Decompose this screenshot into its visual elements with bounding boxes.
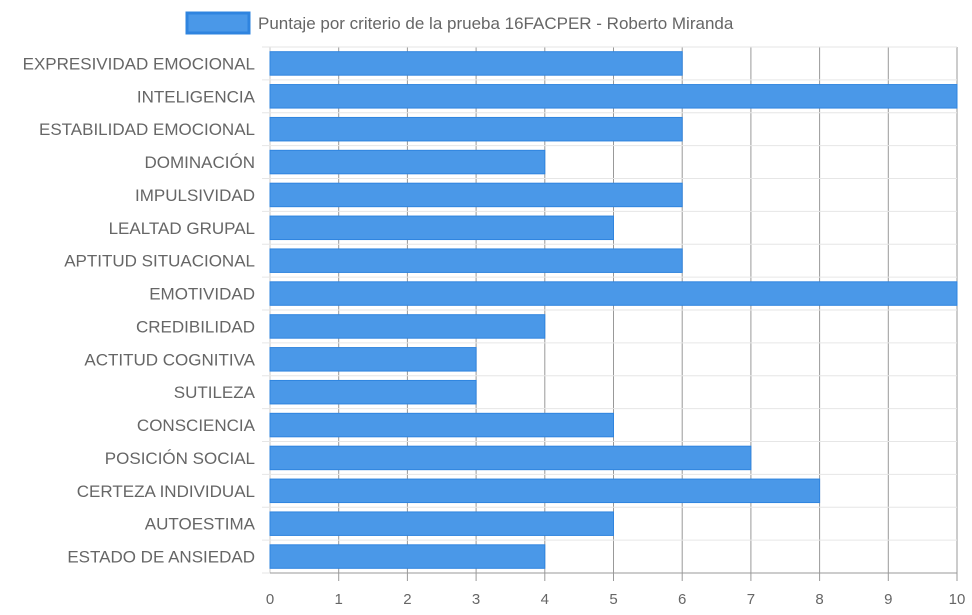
bars xyxy=(269,51,958,569)
category-label: CERTEZA INDIVIDUAL xyxy=(77,482,255,501)
category-label: LEALTAD GRUPAL xyxy=(109,219,255,238)
category-label: AUTOESTIMA xyxy=(145,515,256,534)
legend-swatch xyxy=(185,11,251,35)
bar xyxy=(269,51,683,76)
category-label: EMOTIVIDAD xyxy=(149,285,255,304)
x-tick-label: 1 xyxy=(335,591,343,608)
bar xyxy=(269,281,958,306)
bar xyxy=(269,182,683,208)
bar xyxy=(269,445,752,471)
category-labels: EXPRESIVIDAD EMOCIONAL INTELIGENCIA ESTABI… xyxy=(23,54,256,566)
bar xyxy=(269,412,614,438)
category-label: INTELIGENCIA xyxy=(137,87,256,106)
x-tick-label: 6 xyxy=(678,591,686,608)
category-label: ESTABILIDAD EMOCIONAL xyxy=(39,120,255,139)
x-tick-label: 4 xyxy=(541,591,549,608)
category-label: CONSCIENCIA xyxy=(137,416,256,435)
category-label: ESTADO DE ANSIEDAD xyxy=(67,548,255,567)
x-tick-label: 5 xyxy=(609,591,617,608)
bar xyxy=(269,314,546,339)
bar xyxy=(269,248,683,273)
category-label: ACTITUD COGNITIVA xyxy=(84,350,255,369)
x-tick-label: 7 xyxy=(747,591,755,608)
category-label: APTITUD SITUACIONAL xyxy=(64,252,255,271)
x-tick-label: 3 xyxy=(472,591,480,608)
category-label: DOMINACIÓN xyxy=(145,153,256,172)
legend[interactable]: Puntaje por criterio de la prueba 16FACP… xyxy=(185,11,734,35)
category-label: POSICIÓN SOCIAL xyxy=(105,449,255,468)
bar xyxy=(269,544,546,569)
x-axis-ticks: 0 1 2 3 4 5 6 7 8 9 10 xyxy=(266,591,966,608)
x-tick-label: 0 xyxy=(266,591,274,608)
bar xyxy=(269,149,546,175)
category-label: EXPRESIVIDAD EMOCIONAL xyxy=(23,54,255,73)
bar xyxy=(269,511,614,536)
x-tick-label: 10 xyxy=(949,591,966,608)
bar xyxy=(269,116,683,142)
category-label: IMPULSIVIDAD xyxy=(135,186,255,205)
bar xyxy=(269,347,477,372)
x-tick-label: 8 xyxy=(815,591,823,608)
category-label: CREDIBILIDAD xyxy=(136,317,255,336)
bar xyxy=(269,379,477,405)
bar xyxy=(269,478,821,504)
bar xyxy=(269,215,614,241)
x-tick-label: 2 xyxy=(403,591,411,608)
x-tick-label: 9 xyxy=(884,591,892,608)
category-label: SUTILEZA xyxy=(174,383,256,402)
bar xyxy=(269,84,958,109)
legend-label: Puntaje por criterio de la prueba 16FACP… xyxy=(258,14,734,33)
